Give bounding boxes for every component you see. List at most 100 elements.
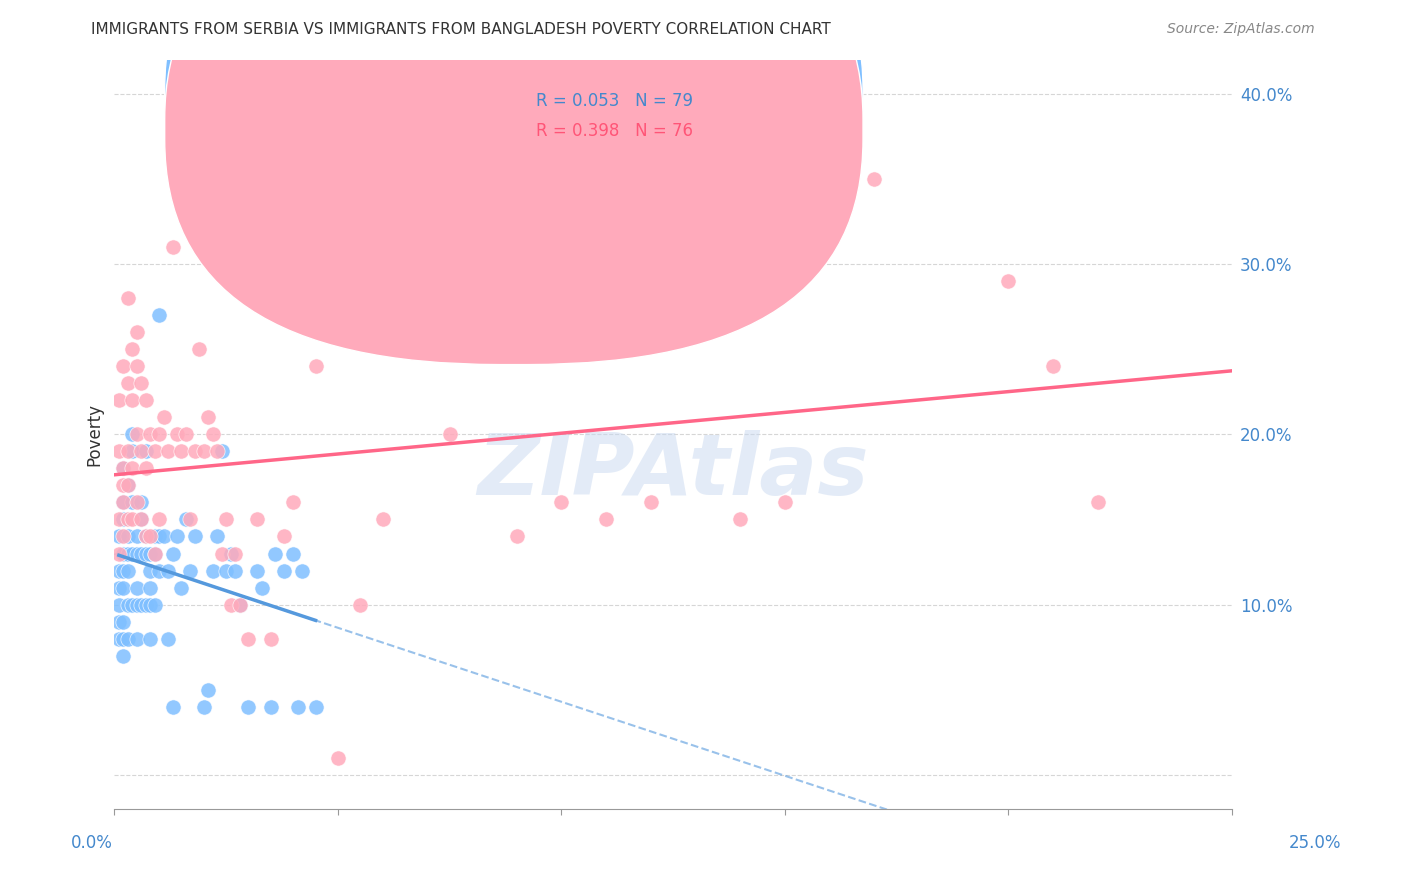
- Point: [112, 461, 135, 475]
- Point: [117, 444, 139, 458]
- Point: [117, 478, 139, 492]
- Point: [112, 547, 135, 561]
- Point: [112, 495, 135, 509]
- Point: [129, 495, 152, 509]
- Point: [112, 648, 135, 663]
- Point: [108, 512, 131, 526]
- Point: [238, 699, 260, 714]
- Point: [640, 495, 662, 509]
- Point: [108, 615, 131, 629]
- Point: [461, 325, 484, 339]
- Point: [125, 598, 148, 612]
- Point: [219, 547, 242, 561]
- Point: [108, 444, 131, 458]
- Point: [152, 410, 174, 425]
- Point: [121, 444, 143, 458]
- Point: [505, 529, 527, 543]
- Point: [250, 581, 273, 595]
- Text: 25.0%: 25.0%: [1288, 834, 1341, 852]
- Point: [135, 529, 157, 543]
- Point: [997, 274, 1019, 288]
- Point: [112, 615, 135, 629]
- Point: [108, 581, 131, 595]
- Point: [166, 427, 188, 442]
- Point: [304, 699, 326, 714]
- Point: [121, 427, 143, 442]
- Point: [174, 512, 197, 526]
- Point: [162, 699, 184, 714]
- Point: [121, 461, 143, 475]
- Point: [117, 598, 139, 612]
- Point: [215, 564, 238, 578]
- Point: [117, 547, 139, 561]
- Point: [148, 427, 170, 442]
- Point: [184, 529, 207, 543]
- Point: [143, 547, 166, 561]
- Point: [125, 427, 148, 442]
- Point: [439, 427, 461, 442]
- Point: [326, 751, 349, 765]
- Point: [273, 564, 295, 578]
- Point: [287, 699, 309, 714]
- Point: [228, 598, 250, 612]
- Point: [108, 529, 131, 543]
- Point: [157, 444, 180, 458]
- Point: [595, 512, 617, 526]
- Point: [112, 495, 135, 509]
- Point: [129, 547, 152, 561]
- Point: [121, 547, 143, 561]
- Point: [125, 495, 148, 509]
- Point: [108, 598, 131, 612]
- Point: [121, 342, 143, 356]
- Point: [148, 512, 170, 526]
- Point: [818, 120, 841, 135]
- Point: [211, 444, 233, 458]
- Point: [304, 359, 326, 374]
- Point: [117, 291, 139, 305]
- Point: [112, 359, 135, 374]
- Point: [135, 598, 157, 612]
- Point: [246, 564, 269, 578]
- Point: [260, 699, 283, 714]
- Point: [211, 547, 233, 561]
- Point: [143, 598, 166, 612]
- Point: [283, 547, 305, 561]
- Point: [174, 427, 197, 442]
- Point: [139, 632, 162, 646]
- Text: 0.0%: 0.0%: [70, 834, 112, 852]
- Point: [121, 495, 143, 509]
- Point: [135, 393, 157, 408]
- FancyBboxPatch shape: [472, 67, 830, 157]
- Y-axis label: Poverty: Poverty: [86, 403, 103, 466]
- Point: [143, 547, 166, 561]
- Point: [416, 342, 439, 356]
- Point: [193, 444, 215, 458]
- Point: [193, 699, 215, 714]
- Point: [139, 564, 162, 578]
- Point: [139, 547, 162, 561]
- Point: [139, 529, 162, 543]
- Point: [108, 393, 131, 408]
- Point: [224, 547, 246, 561]
- Point: [291, 564, 314, 578]
- Point: [550, 495, 572, 509]
- Point: [224, 564, 246, 578]
- Point: [179, 564, 201, 578]
- Point: [246, 512, 269, 526]
- Point: [112, 564, 135, 578]
- Point: [170, 444, 193, 458]
- Point: [108, 632, 131, 646]
- Point: [188, 342, 211, 356]
- Point: [112, 632, 135, 646]
- Point: [1087, 495, 1109, 509]
- Point: [135, 461, 157, 475]
- Point: [162, 547, 184, 561]
- Point: [148, 308, 170, 322]
- Point: [112, 529, 135, 543]
- Point: [112, 581, 135, 595]
- Point: [184, 444, 207, 458]
- Point: [166, 529, 188, 543]
- Point: [205, 529, 228, 543]
- Point: [129, 444, 152, 458]
- Point: [1042, 359, 1064, 374]
